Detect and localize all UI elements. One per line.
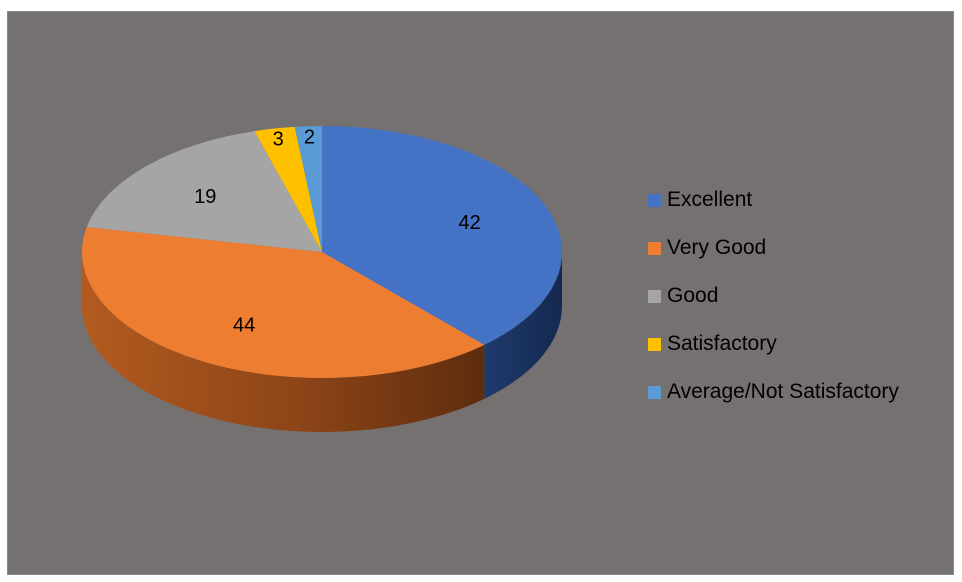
- data-label-very-good: 44: [233, 314, 255, 336]
- legend-item-good: Good: [648, 284, 948, 308]
- pie-data-labels: 42 44 19 3 2: [194, 126, 481, 336]
- legend-label: Average/Not Satisfactory: [667, 380, 899, 403]
- legend-item-average-not-satisfactory: Average/Not Satisfactory: [648, 380, 948, 404]
- pie-slice-average-not-satisfactory: [294, 126, 322, 252]
- chart-area: 42 44 19 3 2 Excellent Very Good Good Satisfact…: [7, 11, 954, 575]
- legend-swatch: [648, 289, 661, 303]
- legend-label: Satisfactory: [667, 332, 777, 355]
- pie-chart: 42 44 19 3 2: [81, 126, 563, 433]
- legend-item-very-good: Very Good: [648, 236, 948, 260]
- legend-swatch: [648, 193, 661, 207]
- legend-label: Excellent: [667, 188, 753, 211]
- data-label-good: 19: [194, 186, 216, 208]
- data-label-satisfactory: 3: [273, 128, 284, 150]
- legend-label: Good: [667, 284, 719, 307]
- legend: Excellent Very Good Good Satisfactory Averag…: [648, 188, 948, 428]
- pie-slice-good: [86, 131, 322, 252]
- data-label-excellent: 42: [458, 212, 480, 234]
- pie-slice-very-good: [81, 226, 485, 379]
- legend-label: Very Good: [667, 236, 767, 259]
- pie-slice-satisfactory: [254, 126, 322, 252]
- legend-swatch: [648, 337, 661, 351]
- pie-sides: [81, 252, 562, 433]
- legend-item-satisfactory: Satisfactory: [648, 332, 948, 356]
- pie-slice-excellent: [322, 126, 563, 345]
- pie-side-very-good: [81, 252, 485, 433]
- pie-side-excellent: [484, 252, 562, 399]
- legend-swatch: [648, 385, 661, 399]
- data-label-average-not-satisfactory: 2: [304, 126, 315, 148]
- legend-swatch: [648, 241, 661, 255]
- pie-top: [81, 126, 563, 379]
- legend-item-excellent: Excellent: [648, 188, 948, 212]
